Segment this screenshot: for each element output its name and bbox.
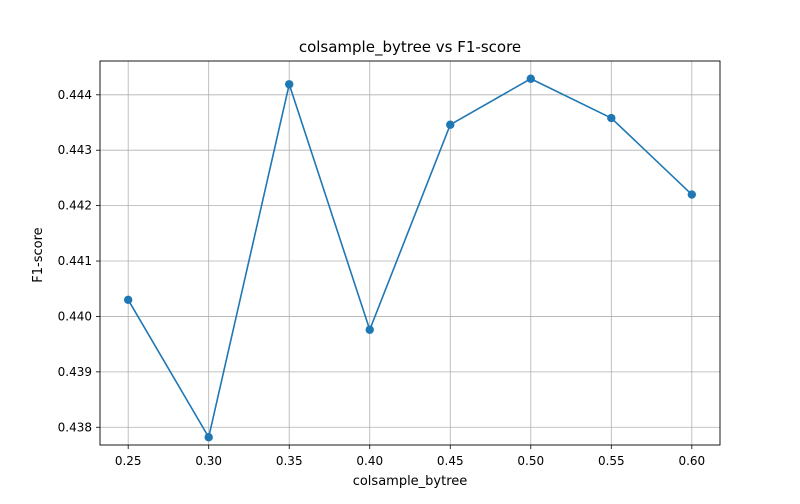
x-tick-label: 0.35 [276,454,303,468]
x-tick-label: 0.60 [678,454,705,468]
series-line [127,77,693,439]
grid-lines [100,61,720,445]
y-tick-label: 0.442 [58,199,92,213]
y-tick-label: 0.444 [58,88,92,102]
chart-title: colsample_bytree vs F1-score [299,38,521,57]
y-tick-label: 0.438 [58,420,92,434]
series-layer [123,74,697,442]
data-point-marker [526,74,535,83]
x-tick-label: 0.45 [437,454,464,468]
plot-frame [99,60,721,446]
y-tick-label: 0.441 [58,254,92,268]
axes-frame [99,60,721,446]
data-point-marker [285,80,294,89]
x-tick-label: 0.55 [598,454,625,468]
tick-layer: 0.25 0.30 0.35 0.40 0.45 0.50 0.55 0.60 0.438 0.4… [58,88,706,468]
y-tick-label: 0.443 [58,143,92,157]
data-point-marker [365,325,374,334]
x-tick-label: 0.25 [115,454,142,468]
y-axis-label: F1-score [31,227,46,282]
data-point-marker [607,113,616,123]
data-point-marker [687,190,697,199]
x-tick-label: 0.40 [356,454,383,468]
y-tick-label: 0.439 [58,365,92,379]
x-axis-label: colsample_bytree [353,474,468,489]
x-tick-label: 0.50 [517,454,544,468]
data-point-marker [123,295,133,305]
data-point-marker [204,433,213,442]
x-tick-label: 0.30 [195,454,222,468]
data-point-marker [446,120,455,129]
y-tick-label: 0.440 [58,309,92,323]
